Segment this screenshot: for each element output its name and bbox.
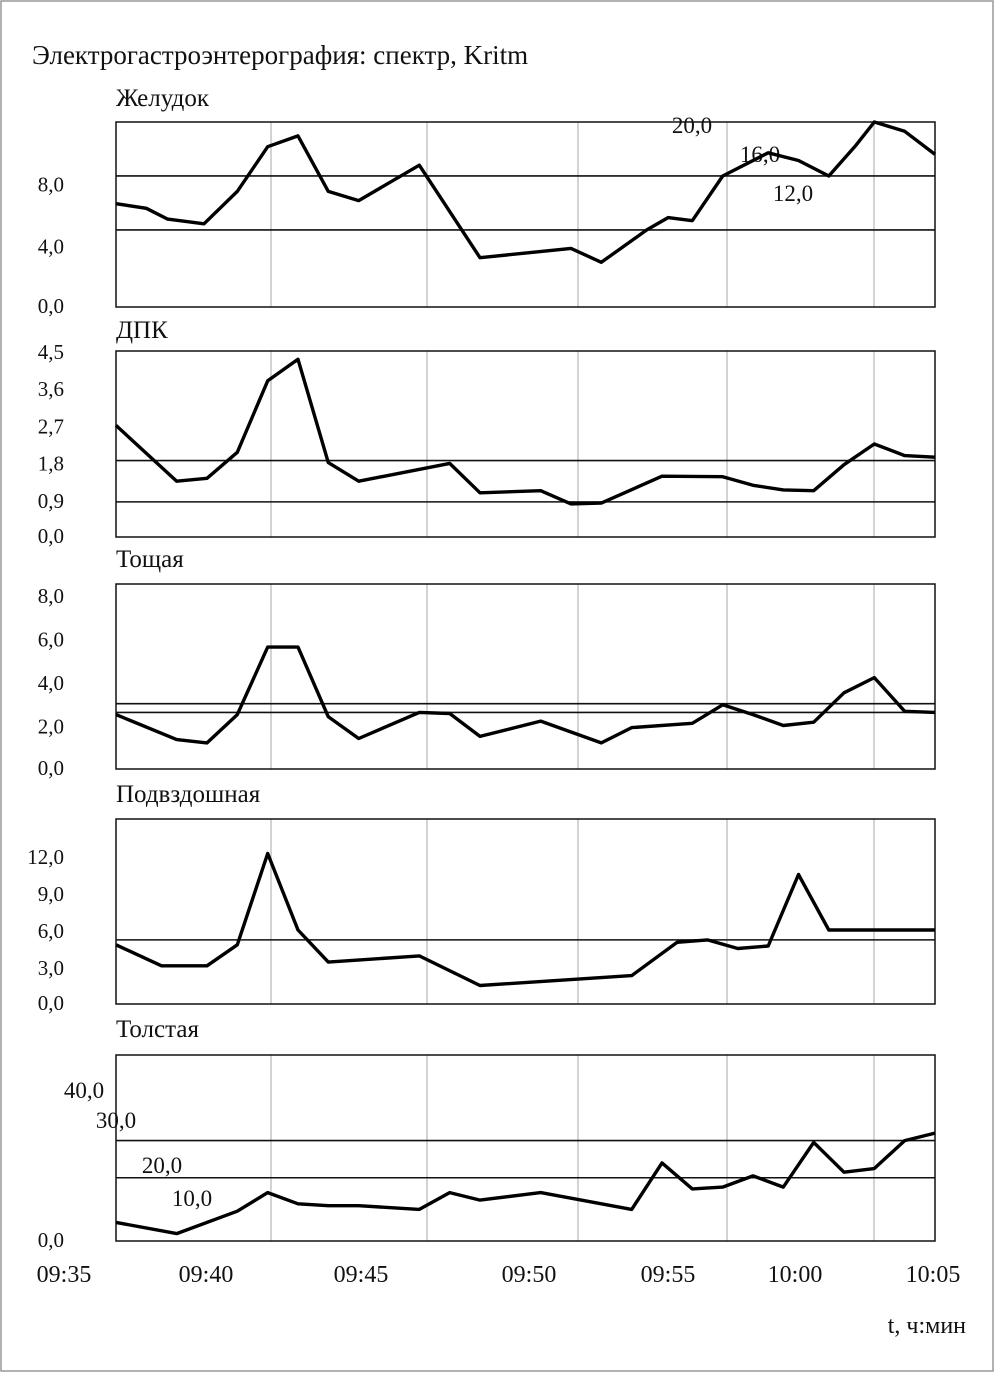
y-tick-label: 0,0: [38, 294, 64, 318]
extra-y-label: 20,0: [672, 113, 712, 138]
panel-frame: [115, 583, 936, 770]
y-tick-label: 4,5: [38, 340, 64, 364]
panel-frame: [115, 121, 936, 308]
panel-frame: [115, 350, 936, 538]
panel-frame: [115, 818, 936, 1005]
panel-4: Подвздошная 0,0 3,0 6,0 9,0 12,0: [27, 781, 936, 1015]
y-tick-label: 2,0: [38, 714, 64, 738]
y-tick-label: 8,0: [38, 173, 64, 197]
y-tick-label: 4,0: [38, 234, 64, 258]
x-tick-label: 09:35: [37, 1262, 92, 1288]
y-tick-label: 1,8: [38, 452, 64, 476]
panel-title: Толстая: [116, 1016, 199, 1043]
series-line: [115, 120, 937, 264]
extra-y-label: 12,0: [773, 181, 813, 206]
panel-title: Тощая: [116, 546, 184, 573]
y-tick-label: 40,0: [64, 1078, 104, 1103]
series-line: [115, 645, 936, 745]
x-tick-label: 09:40: [179, 1262, 234, 1288]
y-tick-label: 3,6: [38, 377, 64, 401]
panel-title: ДПК: [116, 317, 168, 344]
series-line: [114, 357, 936, 506]
panel-title: Подвздошная: [116, 781, 261, 808]
panel-3: Тощая 0,0 2,0 4,0 6,0 8,0: [38, 546, 936, 780]
y-tick-label: 10,0: [172, 1186, 212, 1211]
y-tick-label: 4,0: [38, 671, 64, 695]
y-tick-label: 0,0: [38, 991, 64, 1015]
x-tick-label: 10:05: [906, 1262, 961, 1288]
y-tick-label: 6,0: [38, 627, 64, 651]
x-tick-label: 10:00: [768, 1262, 823, 1288]
series-line: [115, 851, 935, 988]
x-tick-label: 09:50: [502, 1262, 557, 1288]
series-line: [115, 1131, 936, 1236]
y-tick-label: 0,0: [38, 524, 64, 548]
x-tick-label: 09:45: [334, 1262, 389, 1288]
panel-2: ДПК 0,0 0,9 1,8 2,7 3,6 4,5: [38, 317, 936, 548]
y-tick-label: 30,0: [96, 1108, 136, 1133]
y-tick-label: 0,0: [38, 756, 64, 780]
chart-title: Электрогастроэнтерография: спектр, Kritm: [32, 40, 528, 70]
y-tick-label: 20,0: [142, 1153, 182, 1178]
y-tick-label: 12,0: [27, 845, 64, 869]
x-tick-label: 09:55: [641, 1262, 696, 1288]
x-axis-label: t, ч:мин: [888, 1313, 966, 1339]
y-tick-label: 0,0: [38, 1228, 64, 1252]
y-tick-label: 6,0: [38, 919, 64, 943]
y-tick-label: 0,9: [38, 489, 64, 513]
x-axis: 09:35 09:40 09:45 09:50 09:55 10:00 10:05: [37, 1262, 961, 1288]
panel-title: Желудок: [116, 85, 210, 112]
y-tick-label: 9,0: [38, 882, 64, 906]
y-tick-label: 8,0: [38, 584, 64, 608]
y-tick-label: 3,0: [38, 956, 64, 980]
panel-5: Толстая 0,0 40,0 30,020,0 10,0: [38, 1016, 936, 1252]
panel-frame: [115, 1054, 936, 1242]
y-tick-label: 2,7: [38, 414, 64, 438]
